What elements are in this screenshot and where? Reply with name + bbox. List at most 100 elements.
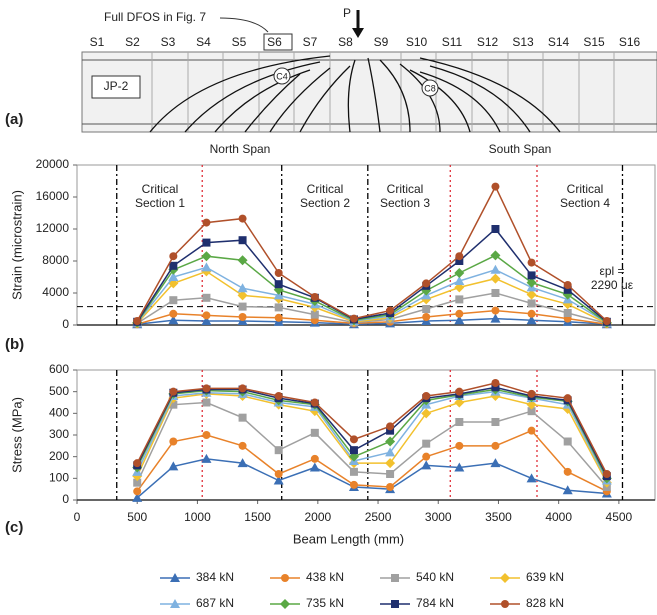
marker xyxy=(133,317,142,325)
marker xyxy=(490,264,501,274)
marker xyxy=(238,313,247,321)
x-tick-label: 4000 xyxy=(545,510,572,524)
series-line xyxy=(136,227,608,323)
marker xyxy=(169,309,178,318)
marker xyxy=(455,309,464,318)
legend-label: 438 kN xyxy=(306,570,344,584)
marker xyxy=(386,426,395,435)
marker xyxy=(563,394,572,403)
marker xyxy=(491,418,500,426)
marker xyxy=(202,384,211,393)
legend-marker xyxy=(280,599,290,609)
marker xyxy=(527,299,536,308)
panel-label: (b) xyxy=(5,336,24,353)
x-tick-label: 1000 xyxy=(184,510,211,524)
marker xyxy=(238,214,247,223)
marker xyxy=(455,257,464,265)
marker xyxy=(238,441,247,450)
marker xyxy=(422,279,431,288)
marker xyxy=(201,316,212,325)
y-tick-label: 8000 xyxy=(42,253,69,267)
legend-marker xyxy=(500,573,510,583)
x-axis-label: Beam Length (mm) xyxy=(293,531,404,546)
marker xyxy=(455,252,464,261)
series-line xyxy=(136,270,608,325)
marker xyxy=(602,470,611,478)
annotation: Section 4 xyxy=(560,196,610,210)
series-line xyxy=(136,393,608,484)
section-label: S1 xyxy=(90,35,105,49)
marker xyxy=(169,437,178,446)
marker xyxy=(422,452,431,461)
legend-label: 687 kN xyxy=(196,596,234,610)
y-tick-label: 16000 xyxy=(36,189,70,203)
annotation: Section 3 xyxy=(380,196,430,210)
marker xyxy=(201,453,212,463)
specimen-label: JP-2 xyxy=(104,79,129,93)
series-line xyxy=(137,309,607,325)
marker xyxy=(169,296,178,305)
threshold-label: 2290 με xyxy=(591,278,634,292)
legend-label: 735 kN xyxy=(306,596,344,610)
marker xyxy=(169,261,178,270)
marker xyxy=(455,418,464,426)
crack-label: C4 xyxy=(276,71,288,81)
marker xyxy=(202,398,211,407)
marker xyxy=(455,387,464,396)
x-tick-label: 2500 xyxy=(365,510,392,524)
marker xyxy=(385,458,396,469)
marker xyxy=(526,289,537,300)
y-tick-label: 200 xyxy=(49,449,69,463)
marker xyxy=(563,285,572,294)
marker xyxy=(526,277,537,288)
marker xyxy=(168,461,179,471)
marker xyxy=(274,280,283,289)
legend-marker xyxy=(391,574,399,582)
annotation: Critical xyxy=(307,182,344,196)
y-tick-label: 300 xyxy=(49,427,69,441)
annotation: Section 2 xyxy=(300,196,350,210)
legend-marker xyxy=(391,600,399,608)
marker xyxy=(490,458,501,468)
section-label: S2 xyxy=(125,35,140,49)
marker xyxy=(238,302,247,311)
marker xyxy=(274,446,283,455)
marker xyxy=(201,262,212,272)
marker xyxy=(202,311,211,320)
legend-label: 639 kN xyxy=(526,570,564,584)
marker xyxy=(491,441,500,450)
legend-marker xyxy=(170,599,180,608)
series-line xyxy=(136,429,608,493)
marker xyxy=(237,283,248,293)
marker xyxy=(491,379,500,387)
series-line xyxy=(136,266,608,324)
load-label: P xyxy=(343,6,351,20)
marker xyxy=(386,483,395,491)
marker xyxy=(527,426,536,435)
section-label: S4 xyxy=(196,35,211,49)
annotation: Critical xyxy=(142,182,179,196)
beam-diagram xyxy=(81,10,657,133)
annotation: Critical xyxy=(387,182,424,196)
x-tick-label: 3500 xyxy=(485,510,512,524)
series-line xyxy=(136,458,607,499)
marker xyxy=(133,487,142,496)
marker xyxy=(386,306,395,315)
marker xyxy=(238,236,247,245)
marker xyxy=(274,303,283,312)
marker xyxy=(310,428,319,437)
series-line xyxy=(136,254,608,324)
marker xyxy=(491,289,500,297)
y-tick-label: 400 xyxy=(49,406,69,420)
section-label: S5 xyxy=(232,35,247,49)
marker xyxy=(274,470,283,478)
section-label: S15 xyxy=(583,35,605,49)
crack-label: C8 xyxy=(424,83,436,93)
marker xyxy=(274,392,283,400)
y-axis-label: Stress (MPa) xyxy=(9,397,24,473)
marker xyxy=(237,458,248,468)
marker xyxy=(454,462,465,472)
marker xyxy=(386,470,395,478)
